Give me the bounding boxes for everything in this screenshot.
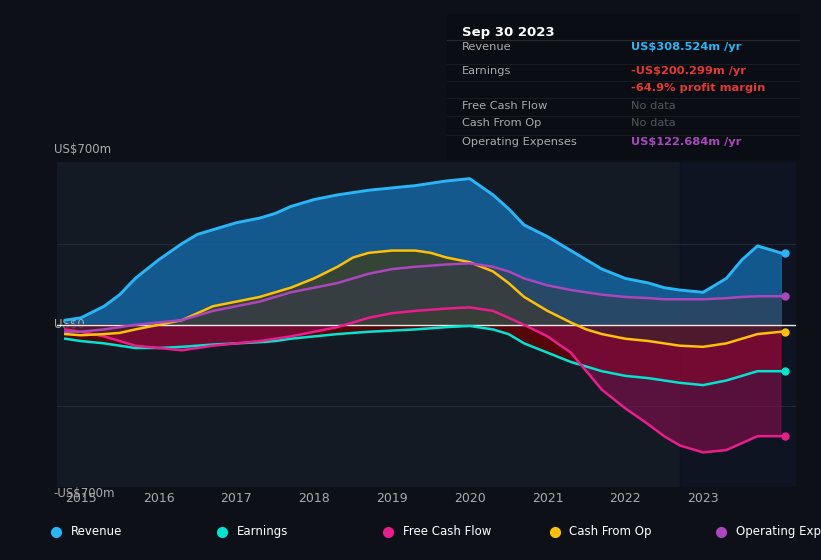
Text: -US$200.299m /yr: -US$200.299m /yr [631, 66, 746, 76]
Text: Cash From Op: Cash From Op [570, 525, 652, 538]
Text: Operating Expenses: Operating Expenses [461, 137, 576, 147]
Bar [680, 162, 796, 487]
Text: Revenue: Revenue [461, 43, 511, 53]
Text: Earnings: Earnings [461, 66, 511, 76]
Text: Sep 30 2023: Sep 30 2023 [461, 26, 554, 39]
Text: No data: No data [631, 118, 676, 128]
Text: US$122.684m /yr: US$122.684m /yr [631, 137, 741, 147]
Text: No data: No data [631, 101, 676, 111]
Text: Operating Expenses: Operating Expenses [736, 525, 821, 538]
Text: Revenue: Revenue [71, 525, 122, 538]
Text: -US$700m: -US$700m [54, 487, 115, 500]
Text: US$700m: US$700m [54, 143, 111, 156]
Text: Earnings: Earnings [236, 525, 288, 538]
Text: US$308.524m /yr: US$308.524m /yr [631, 43, 741, 53]
Text: Free Cash Flow: Free Cash Flow [461, 101, 547, 111]
Text: Free Cash Flow: Free Cash Flow [403, 525, 492, 538]
Text: US$0: US$0 [54, 318, 85, 332]
Text: Cash From Op: Cash From Op [461, 118, 541, 128]
Text: -64.9% profit margin: -64.9% profit margin [631, 83, 765, 94]
